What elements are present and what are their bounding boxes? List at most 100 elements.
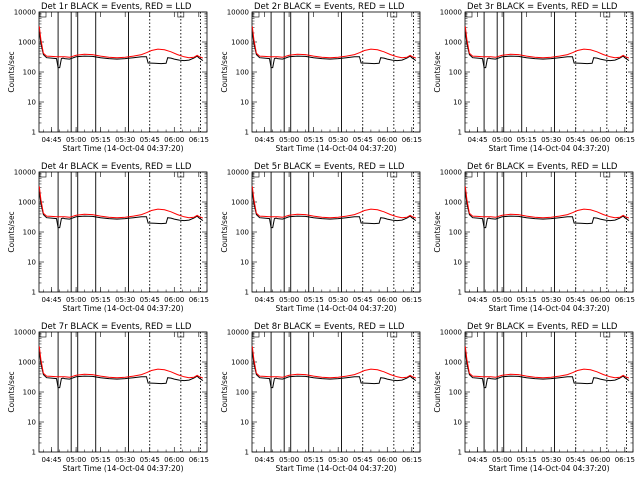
- y-tick-label: 100: [236, 69, 249, 77]
- x-tick-label: 05:15: [517, 456, 537, 464]
- plot-frame: [464, 331, 634, 453]
- y-tick-label: 10: [240, 99, 249, 107]
- y-tick-label: 10000: [14, 169, 36, 177]
- y-tick-label: 10000: [440, 9, 462, 17]
- x-tick-label: 06:00: [590, 456, 610, 464]
- x-tick-label: 06:15: [189, 456, 209, 464]
- panel-title: Det 5r BLACK = Events, RED = LLD: [254, 162, 405, 172]
- detector-panel-7: Det 7r BLACK = Events, RED = LLD 1 10 100 10…: [7, 322, 209, 473]
- plot-frame: [38, 11, 208, 133]
- y-tick-label: 1: [32, 289, 36, 297]
- detector-panel-9: Det 9r BLACK = Events, RED = LLD 1 10 100 10…: [433, 322, 635, 473]
- x-tick-label: 05:45: [566, 456, 586, 464]
- detector-panel-4: Det 4r BLACK = Events, RED = LLD 1 10 100 10…: [7, 162, 209, 313]
- x-tick-label: 05:00: [66, 296, 86, 304]
- x-tick-label: 06:15: [402, 456, 422, 464]
- x-tick-label: 04:45: [41, 296, 61, 304]
- x-tick-label: 05:30: [328, 456, 348, 464]
- y-axis-label: Counts/sec: [220, 371, 229, 412]
- x-tick-label: 05:15: [304, 456, 324, 464]
- events-series-line: [464, 351, 630, 389]
- x-axis-label: Start Time (14-Oct-04 04:37:20): [62, 304, 183, 313]
- y-tick-label: 1000: [444, 39, 462, 47]
- detector-panel-5: Det 5r BLACK = Events, RED = LLD 1 10 100 10…: [220, 162, 422, 313]
- x-tick-label: 06:00: [377, 296, 397, 304]
- y-tick-label: 10: [453, 259, 462, 267]
- x-tick-label: 05:30: [328, 136, 348, 144]
- events-series-line: [251, 31, 417, 69]
- x-tick-label: 05:15: [91, 296, 111, 304]
- events-series-line: [38, 191, 204, 229]
- y-tick-label: 10: [27, 419, 36, 427]
- x-tick-label: 05:00: [492, 456, 512, 464]
- corner-marker: [465, 171, 473, 178]
- events-series-line: [38, 31, 204, 69]
- y-tick-label: 100: [236, 389, 249, 397]
- x-axis-label: Start Time (14-Oct-04 04:37:20): [62, 464, 183, 473]
- y-tick-label: 1000: [18, 199, 36, 207]
- panel-title: Det 3r BLACK = Events, RED = LLD: [467, 2, 618, 12]
- events-series-line: [251, 351, 417, 389]
- x-tick-label: 05:00: [279, 456, 299, 464]
- x-tick-label: 06:15: [615, 456, 635, 464]
- x-tick-label: 06:00: [590, 136, 610, 144]
- panel-title: Det 6r BLACK = Events, RED = LLD: [467, 162, 618, 172]
- y-tick-label: 1: [32, 449, 36, 457]
- y-tick-label: 10000: [14, 329, 36, 337]
- y-tick-label: 10000: [227, 169, 249, 177]
- x-tick-label: 05:45: [566, 296, 586, 304]
- y-axis-label: Counts/sec: [220, 51, 229, 92]
- plot-frame: [464, 171, 634, 293]
- y-tick-label: 1: [32, 129, 36, 137]
- detector-panel-2: Det 2r BLACK = Events, RED = LLD 1 10 100 10…: [220, 2, 422, 153]
- plot-frame: [38, 331, 208, 453]
- y-tick-label: 10000: [14, 9, 36, 17]
- events-series-line: [251, 191, 417, 229]
- plot-frame: [251, 11, 421, 133]
- corner-marker: [252, 171, 260, 178]
- corner-marker: [39, 11, 47, 18]
- lld-series-line: [464, 26, 630, 59]
- plot-frame: [251, 171, 421, 293]
- x-tick-label: 05:15: [517, 136, 537, 144]
- lld-series-line: [251, 26, 417, 59]
- y-tick-label: 100: [23, 389, 36, 397]
- plot-frame: [464, 11, 634, 133]
- x-tick-label: 06:15: [615, 296, 635, 304]
- x-tick-label: 06:00: [377, 136, 397, 144]
- x-tick-label: 05:45: [353, 456, 373, 464]
- y-axis-label: Counts/sec: [433, 371, 442, 412]
- y-axis-label: Counts/sec: [433, 211, 442, 252]
- detector-panel-1: Det 1r BLACK = Events, RED = LLD 1 10 100 10…: [7, 2, 209, 153]
- y-tick-label: 100: [449, 229, 462, 237]
- x-tick-label: 06:00: [164, 296, 184, 304]
- y-tick-label: 1000: [18, 359, 36, 367]
- y-tick-label: 1: [245, 449, 249, 457]
- x-tick-label: 05:30: [541, 136, 561, 144]
- lld-series-line: [464, 186, 630, 219]
- x-tick-label: 06:15: [402, 296, 422, 304]
- corner-marker: [465, 11, 473, 18]
- y-tick-label: 1000: [231, 199, 249, 207]
- panel-title: Det 1r BLACK = Events, RED = LLD: [41, 2, 192, 12]
- x-tick-label: 05:45: [140, 136, 160, 144]
- y-tick-label: 10: [453, 99, 462, 107]
- y-axis-label: Counts/sec: [7, 211, 16, 252]
- x-tick-label: 04:45: [41, 136, 61, 144]
- panel-title: Det 9r BLACK = Events, RED = LLD: [467, 322, 618, 332]
- lld-series-line: [251, 186, 417, 219]
- x-tick-label: 04:45: [467, 296, 487, 304]
- x-tick-label: 05:30: [541, 456, 561, 464]
- corner-marker: [465, 331, 473, 338]
- corner-marker: [39, 331, 47, 338]
- lld-series-line: [38, 26, 204, 59]
- x-tick-label: 05:45: [566, 136, 586, 144]
- y-tick-label: 10: [27, 99, 36, 107]
- y-tick-label: 10000: [227, 329, 249, 337]
- y-tick-label: 10000: [440, 329, 462, 337]
- x-tick-label: 05:15: [91, 136, 111, 144]
- x-tick-label: 06:00: [164, 136, 184, 144]
- x-tick-label: 04:45: [467, 456, 487, 464]
- x-tick-label: 05:15: [304, 136, 324, 144]
